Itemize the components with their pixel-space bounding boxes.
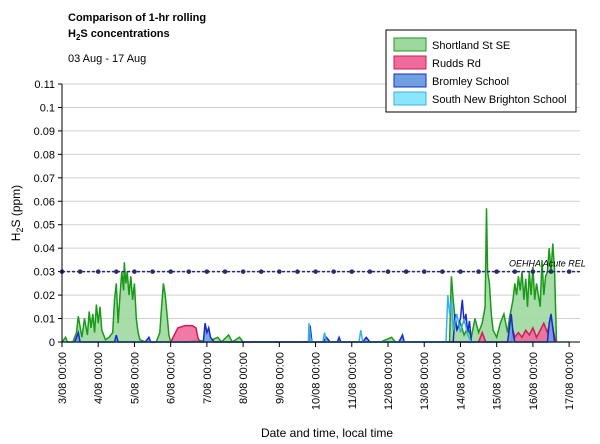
x-tick-label: 13/08 00:00 bbox=[419, 352, 431, 410]
reference-marker bbox=[566, 269, 572, 274]
y-tick-label: 0.06 bbox=[34, 196, 55, 208]
x-tick-label: 5/08 00:00 bbox=[129, 352, 141, 404]
reference-marker bbox=[367, 269, 373, 274]
x-tick-label: 11/08 00:00 bbox=[347, 352, 359, 409]
reference-marker bbox=[476, 269, 481, 274]
reference-marker bbox=[512, 269, 518, 274]
chart-title-line2: H2S concentrations bbox=[68, 28, 170, 42]
series-line-0 bbox=[61, 208, 558, 344]
reference-marker bbox=[240, 269, 246, 274]
reference-marker bbox=[440, 269, 445, 274]
y-tick-label: 0.02 bbox=[34, 290, 55, 302]
reference-marker bbox=[385, 269, 391, 274]
y-tick-label: 0.05 bbox=[34, 220, 55, 232]
reference-marker bbox=[258, 269, 264, 274]
y-tick-label: 0.11 bbox=[34, 79, 55, 91]
reference-marker bbox=[204, 269, 210, 274]
reference-line-label: OEHHA Acute REL bbox=[509, 259, 586, 269]
y-tick-label: 0.09 bbox=[34, 126, 55, 138]
y-tick-label: 0.07 bbox=[34, 173, 55, 185]
legend-swatch bbox=[393, 55, 427, 70]
reference-marker bbox=[114, 269, 119, 274]
y-tick-label: 0.08 bbox=[34, 149, 55, 161]
y-tick-label: 0.01 bbox=[34, 314, 55, 326]
x-tick-label: 17/08 00:00 bbox=[564, 352, 576, 410]
x-tick-label: 10/08 00:00 bbox=[311, 352, 323, 410]
reference-marker bbox=[458, 269, 463, 274]
legend-swatch bbox=[393, 73, 427, 88]
plot-area: 0 0.01 0.02 0.03 0.04 0.05 0.06 0.07 0.08 0.09 0.1… bbox=[34, 79, 586, 410]
series-line-1 bbox=[170, 318, 558, 343]
y-tick-label: 0.04 bbox=[34, 243, 55, 255]
reference-marker bbox=[313, 269, 318, 274]
x-tick-label: 8/08 00:00 bbox=[238, 352, 250, 404]
x-tick-label: 16/08 00:00 bbox=[528, 352, 540, 410]
legend-label: Shortland St SE bbox=[432, 40, 510, 52]
reference-marker bbox=[349, 269, 355, 274]
reference-marker bbox=[150, 269, 155, 274]
series-line-2 bbox=[73, 313, 556, 343]
x-tick-label: 15/08 00:00 bbox=[492, 352, 504, 410]
reference-marker bbox=[295, 269, 300, 274]
legend-swatch bbox=[393, 37, 427, 52]
reference-marker bbox=[421, 269, 427, 274]
legend-swatch bbox=[393, 91, 427, 106]
chart-subtitle: 03 Aug - 17 Aug bbox=[68, 53, 146, 65]
reference-marker bbox=[186, 269, 192, 274]
x-tick-label: 12/08 00:00 bbox=[383, 352, 395, 410]
reference-marker bbox=[95, 269, 101, 274]
series-extra-line-0 bbox=[452, 299, 473, 343]
reference-marker bbox=[548, 269, 554, 274]
reference-marker bbox=[331, 269, 336, 274]
x-tick-label: 3/08 00:00 bbox=[57, 352, 69, 404]
legend-label: Bromley School bbox=[432, 76, 509, 88]
reference-marker bbox=[403, 269, 409, 274]
x-tick-label: 4/08 00:00 bbox=[93, 352, 105, 404]
x-tick-label: 9/08 00:00 bbox=[274, 352, 286, 404]
reference-marker bbox=[168, 269, 173, 274]
reference-marker bbox=[77, 269, 83, 274]
x-tick-label: 6/08 00:00 bbox=[166, 352, 178, 404]
chart-title-line1: Comparison of 1-hr rolling bbox=[68, 12, 206, 24]
y-tick-label: 0.03 bbox=[34, 267, 55, 279]
y-axis-label: H2S (ppm) bbox=[9, 185, 25, 241]
x-tick-label: 14/08 00:00 bbox=[455, 352, 467, 410]
legend-label: Rudds Rd bbox=[432, 58, 481, 70]
reference-marker bbox=[494, 269, 499, 274]
plot-background bbox=[62, 84, 580, 342]
reference-marker bbox=[132, 269, 137, 274]
series-area-1 bbox=[170, 318, 557, 342]
x-axis-label: Date and time, local time bbox=[261, 426, 393, 440]
legend: Shortland St SE Rudds Rd Bromley School Sou… bbox=[385, 29, 577, 113]
reference-marker bbox=[277, 269, 282, 274]
legend-label: South New Brighton School bbox=[432, 94, 567, 106]
x-tick-label: 7/08 00:00 bbox=[202, 352, 214, 404]
y-tick-label: 0 bbox=[49, 337, 55, 349]
y-tick-label: 0.1 bbox=[40, 102, 55, 114]
reference-marker bbox=[530, 269, 536, 274]
reference-marker bbox=[222, 269, 228, 274]
